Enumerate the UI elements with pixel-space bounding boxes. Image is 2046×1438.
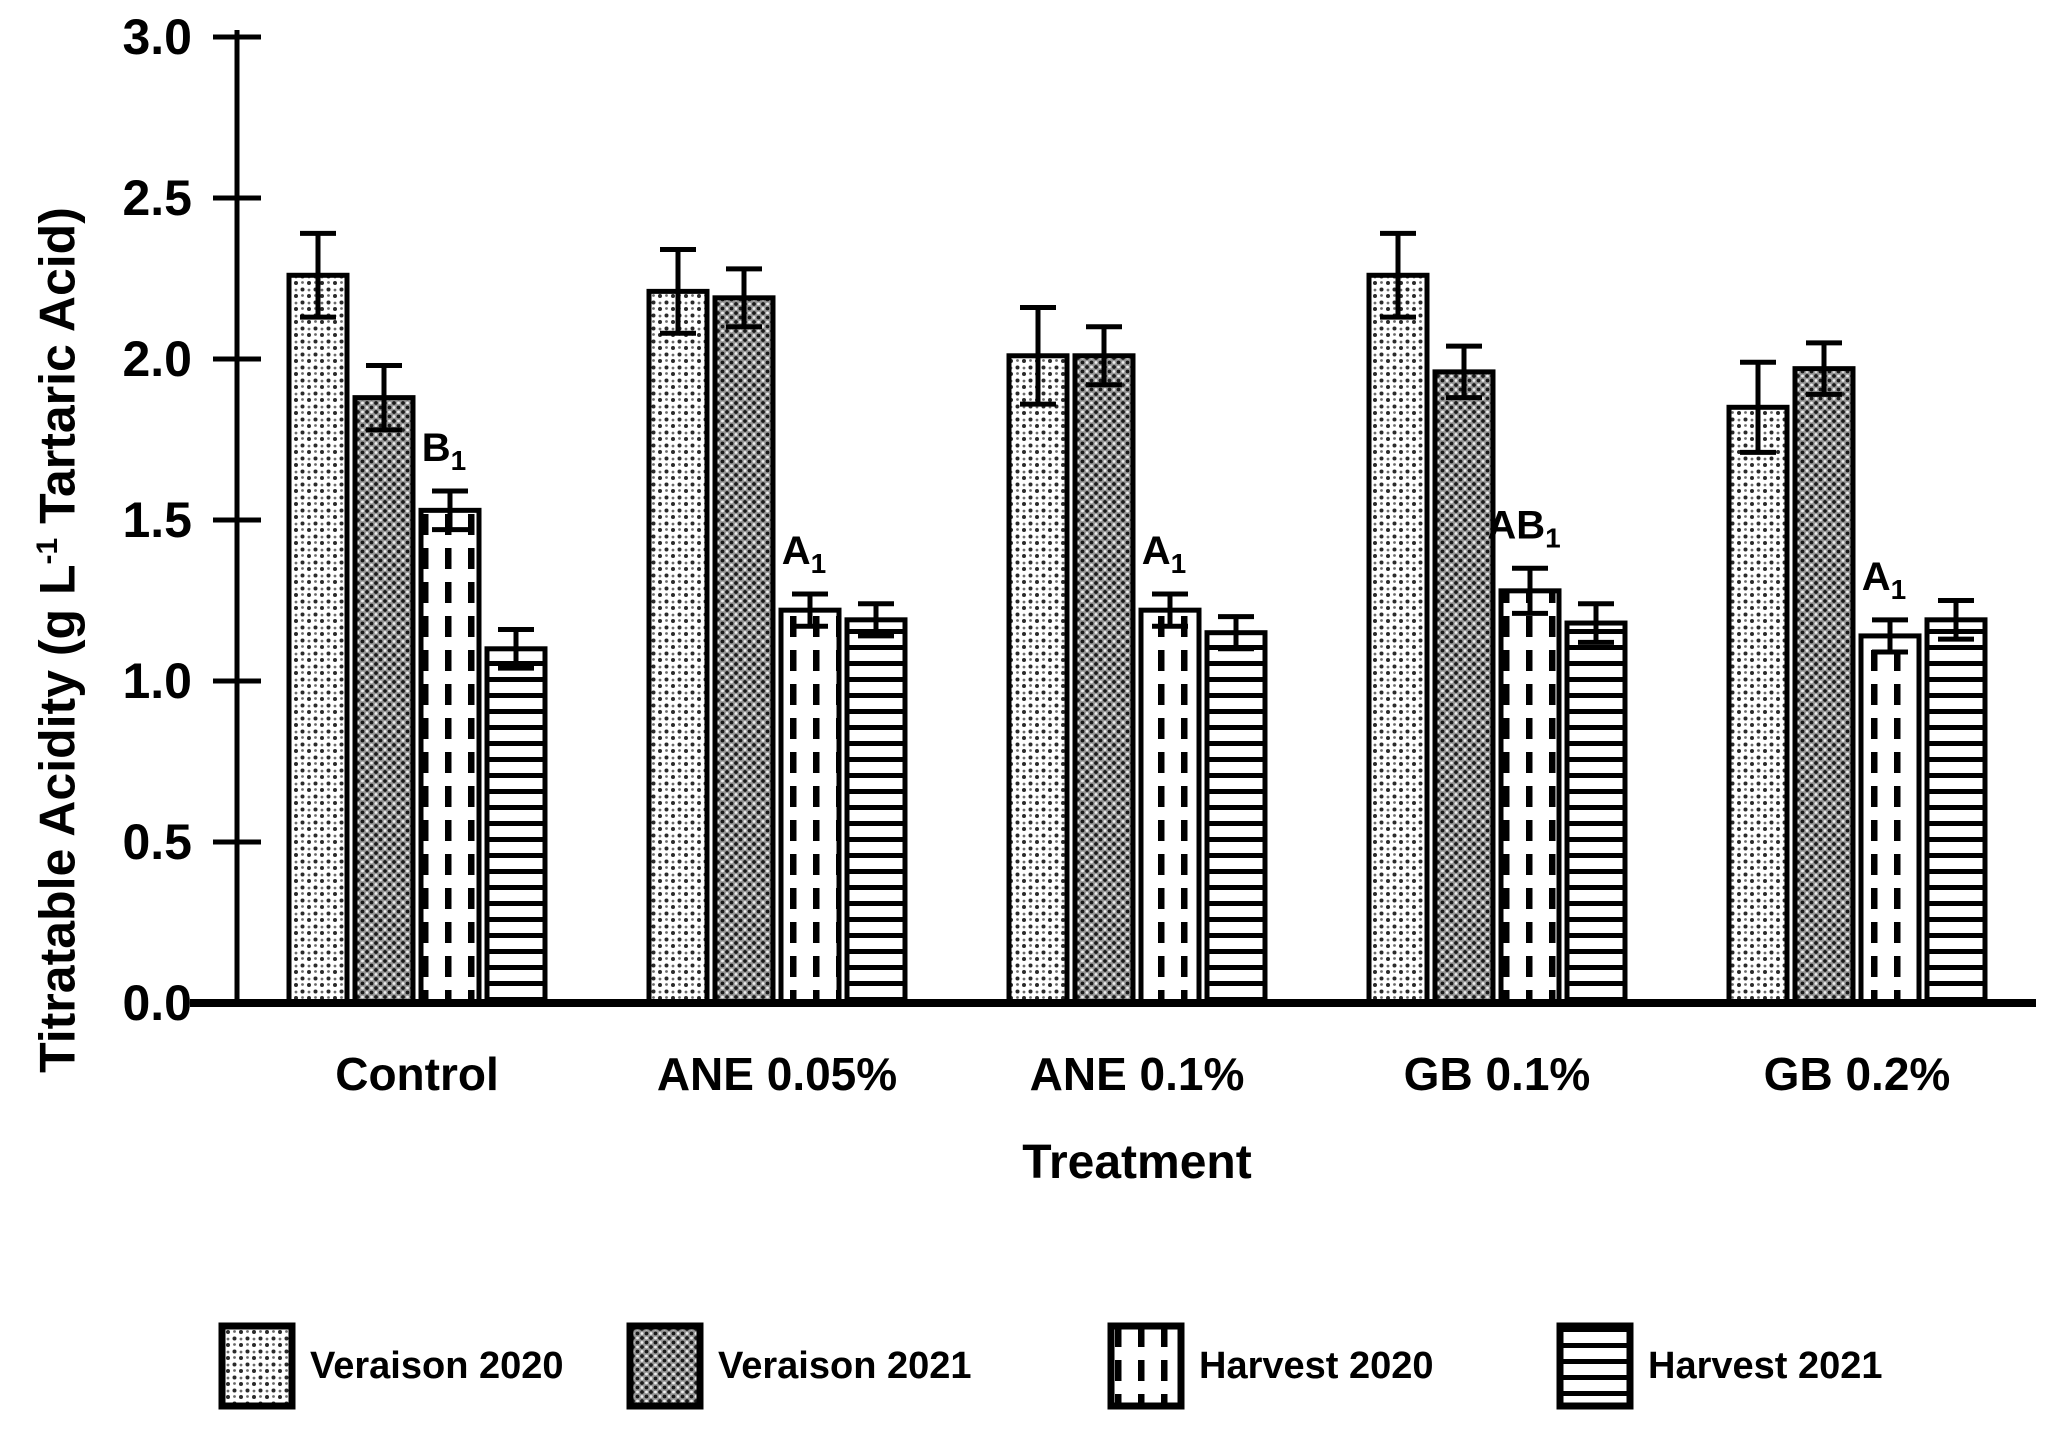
bar-harvest-2020-gb-0-1 (1498, 588, 1562, 1006)
bar-veraison-2021-ane-0-1 (1072, 353, 1136, 1006)
legend: Veraison 2020 Veraison 2021 Harvest 2020… (0, 1322, 2046, 1422)
annotation-b1-control: B1 (422, 426, 466, 476)
bar-harvest-2021-gb-0-2 (1924, 617, 1988, 1006)
x-category-label-control: Control (335, 1048, 499, 1100)
legend-item-veraison-2021: Veraison 2021 (626, 1322, 972, 1410)
y-tick-label-2.5: 2.5 (122, 170, 192, 226)
bar-veraison-2021-gb-0-1 (1432, 369, 1496, 1006)
x-category-label-gb-0-2: GB 0.2% (1764, 1048, 1951, 1100)
annotation-a1-ane-0-05: A1 (782, 529, 826, 579)
bar-veraison-2021-ane-0-05 (712, 295, 776, 1006)
y-axis-title-superscript: -1 (31, 537, 64, 565)
bar-harvest-2021-ane-0-1 (1204, 630, 1268, 1006)
bar-harvest-2020-gb-0-2 (1858, 633, 1922, 1006)
x-category-label-ane-0-05: ANE 0.05% (657, 1048, 897, 1100)
y-tick-label-1.5: 1.5 (122, 492, 192, 548)
y-tick-label-0.0: 0.0 (122, 975, 192, 1031)
x-category-label-gb-0-1: GB 0.1% (1404, 1048, 1591, 1100)
bar-veraison-2021-control (352, 395, 416, 1006)
bar-veraison-2020-ane-0-1 (1006, 353, 1070, 1006)
bar-veraison-2020-gb-0-2 (1726, 404, 1790, 1006)
bar-harvest-2020-ane-0-1 (1138, 607, 1202, 1006)
bar-harvest-2021-control (484, 646, 548, 1006)
y-tick-label-1.0: 1.0 (122, 653, 192, 709)
legend-item-veraison-2020: Veraison 2020 (218, 1322, 564, 1410)
legend-swatch-harvest-2020-icon (1107, 1322, 1185, 1410)
legend-label-harvest-2020: Harvest 2020 (1199, 1344, 1434, 1387)
y-axis-title: Titratable Acidity (g L-1 Tartaric Acid) (8, 80, 88, 1200)
x-axis-title: Treatment (1022, 1136, 1252, 1189)
y-axis-title-suffix: Tartaric Acid) (29, 207, 86, 538)
legend-label-veraison-2021: Veraison 2021 (718, 1344, 972, 1387)
bar-harvest-2021-ane-0-05 (844, 617, 908, 1006)
y-tick-label-0.5: 0.5 (122, 814, 192, 870)
bar-harvest-2021-gb-0-1 (1564, 620, 1628, 1006)
bar-veraison-2021-gb-0-2 (1792, 366, 1856, 1006)
y-tick-label-3.0: 3.0 (122, 9, 192, 65)
annotation-ab1-gb-0-1: AB1 (1487, 503, 1560, 553)
annotation-a1-gb-0-2: A1 (1862, 555, 1906, 605)
x-category-label-ane-0-1: ANE 0.1% (1030, 1048, 1245, 1100)
legend-swatch-veraison-2020-icon (218, 1322, 296, 1410)
legend-label-harvest-2021: Harvest 2021 (1648, 1344, 1883, 1387)
bar-veraison-2020-control (286, 272, 350, 1006)
y-tick-label-2.0: 2.0 (122, 331, 192, 387)
bar-harvest-2020-control (418, 507, 482, 1006)
bar-harvest-2020-ane-0-05 (778, 607, 842, 1006)
bar-veraison-2020-ane-0-05 (646, 288, 710, 1006)
legend-item-harvest-2020: Harvest 2020 (1107, 1322, 1434, 1410)
annotation-a1-ane-0-1: A1 (1142, 529, 1186, 579)
legend-swatch-harvest-2021-icon (1556, 1322, 1634, 1410)
legend-swatch-veraison-2021-icon (626, 1322, 704, 1410)
y-axis-title-text: Titratable Acidity (g L (29, 564, 86, 1073)
legend-label-veraison-2020: Veraison 2020 (310, 1344, 564, 1387)
legend-item-harvest-2021: Harvest 2021 (1556, 1322, 1883, 1410)
bar-veraison-2020-gb-0-1 (1366, 272, 1430, 1006)
